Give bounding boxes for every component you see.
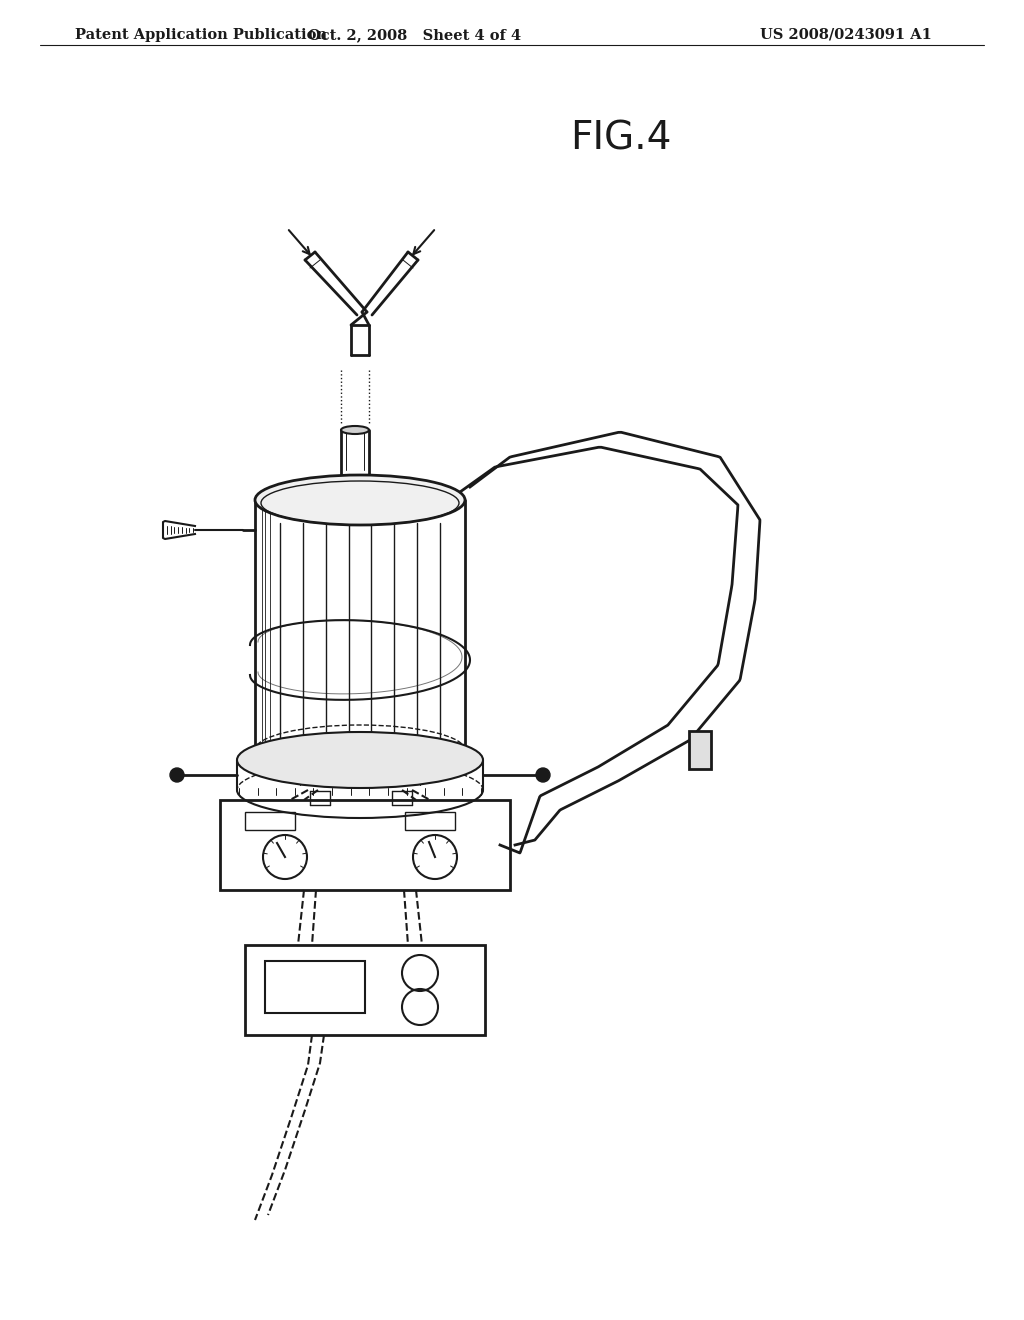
Bar — [245, 945, 485, 1035]
Ellipse shape — [255, 475, 465, 525]
Bar — [245, 812, 295, 830]
Circle shape — [536, 768, 550, 781]
Ellipse shape — [341, 426, 369, 434]
Bar — [406, 812, 455, 830]
Bar — [265, 961, 365, 1012]
Bar — [220, 800, 510, 890]
Ellipse shape — [237, 733, 483, 788]
Text: FIG.4: FIG.4 — [570, 120, 672, 158]
Text: Patent Application Publication: Patent Application Publication — [75, 28, 327, 42]
Text: US 2008/0243091 A1: US 2008/0243091 A1 — [760, 28, 932, 42]
Bar — [689, 731, 711, 770]
Circle shape — [170, 768, 184, 781]
Text: Oct. 2, 2008   Sheet 4 of 4: Oct. 2, 2008 Sheet 4 of 4 — [308, 28, 521, 42]
